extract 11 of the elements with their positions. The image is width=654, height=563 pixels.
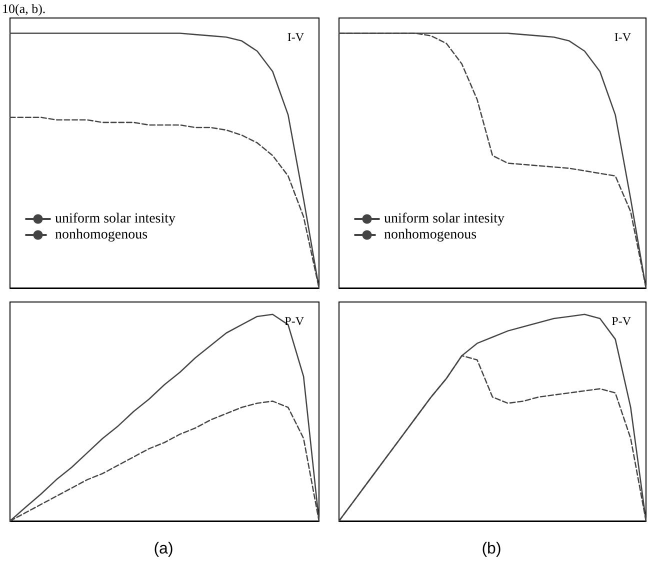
text: (b): [482, 540, 502, 558]
chart-title: I-V: [614, 30, 632, 44]
legend-label: nonhomogenous: [55, 228, 148, 242]
chart-title: P-V: [284, 314, 304, 328]
legend-label: nonhomogenous: [384, 228, 477, 242]
legend-label: uniform solar intesity: [384, 212, 505, 226]
chart-title: I-V: [287, 30, 304, 44]
text: 10(a, b).: [2, 1, 46, 16]
chart-title: P-V: [612, 314, 632, 328]
legend-label: uniform solar intesity: [55, 212, 176, 226]
text: (a): [154, 540, 174, 558]
